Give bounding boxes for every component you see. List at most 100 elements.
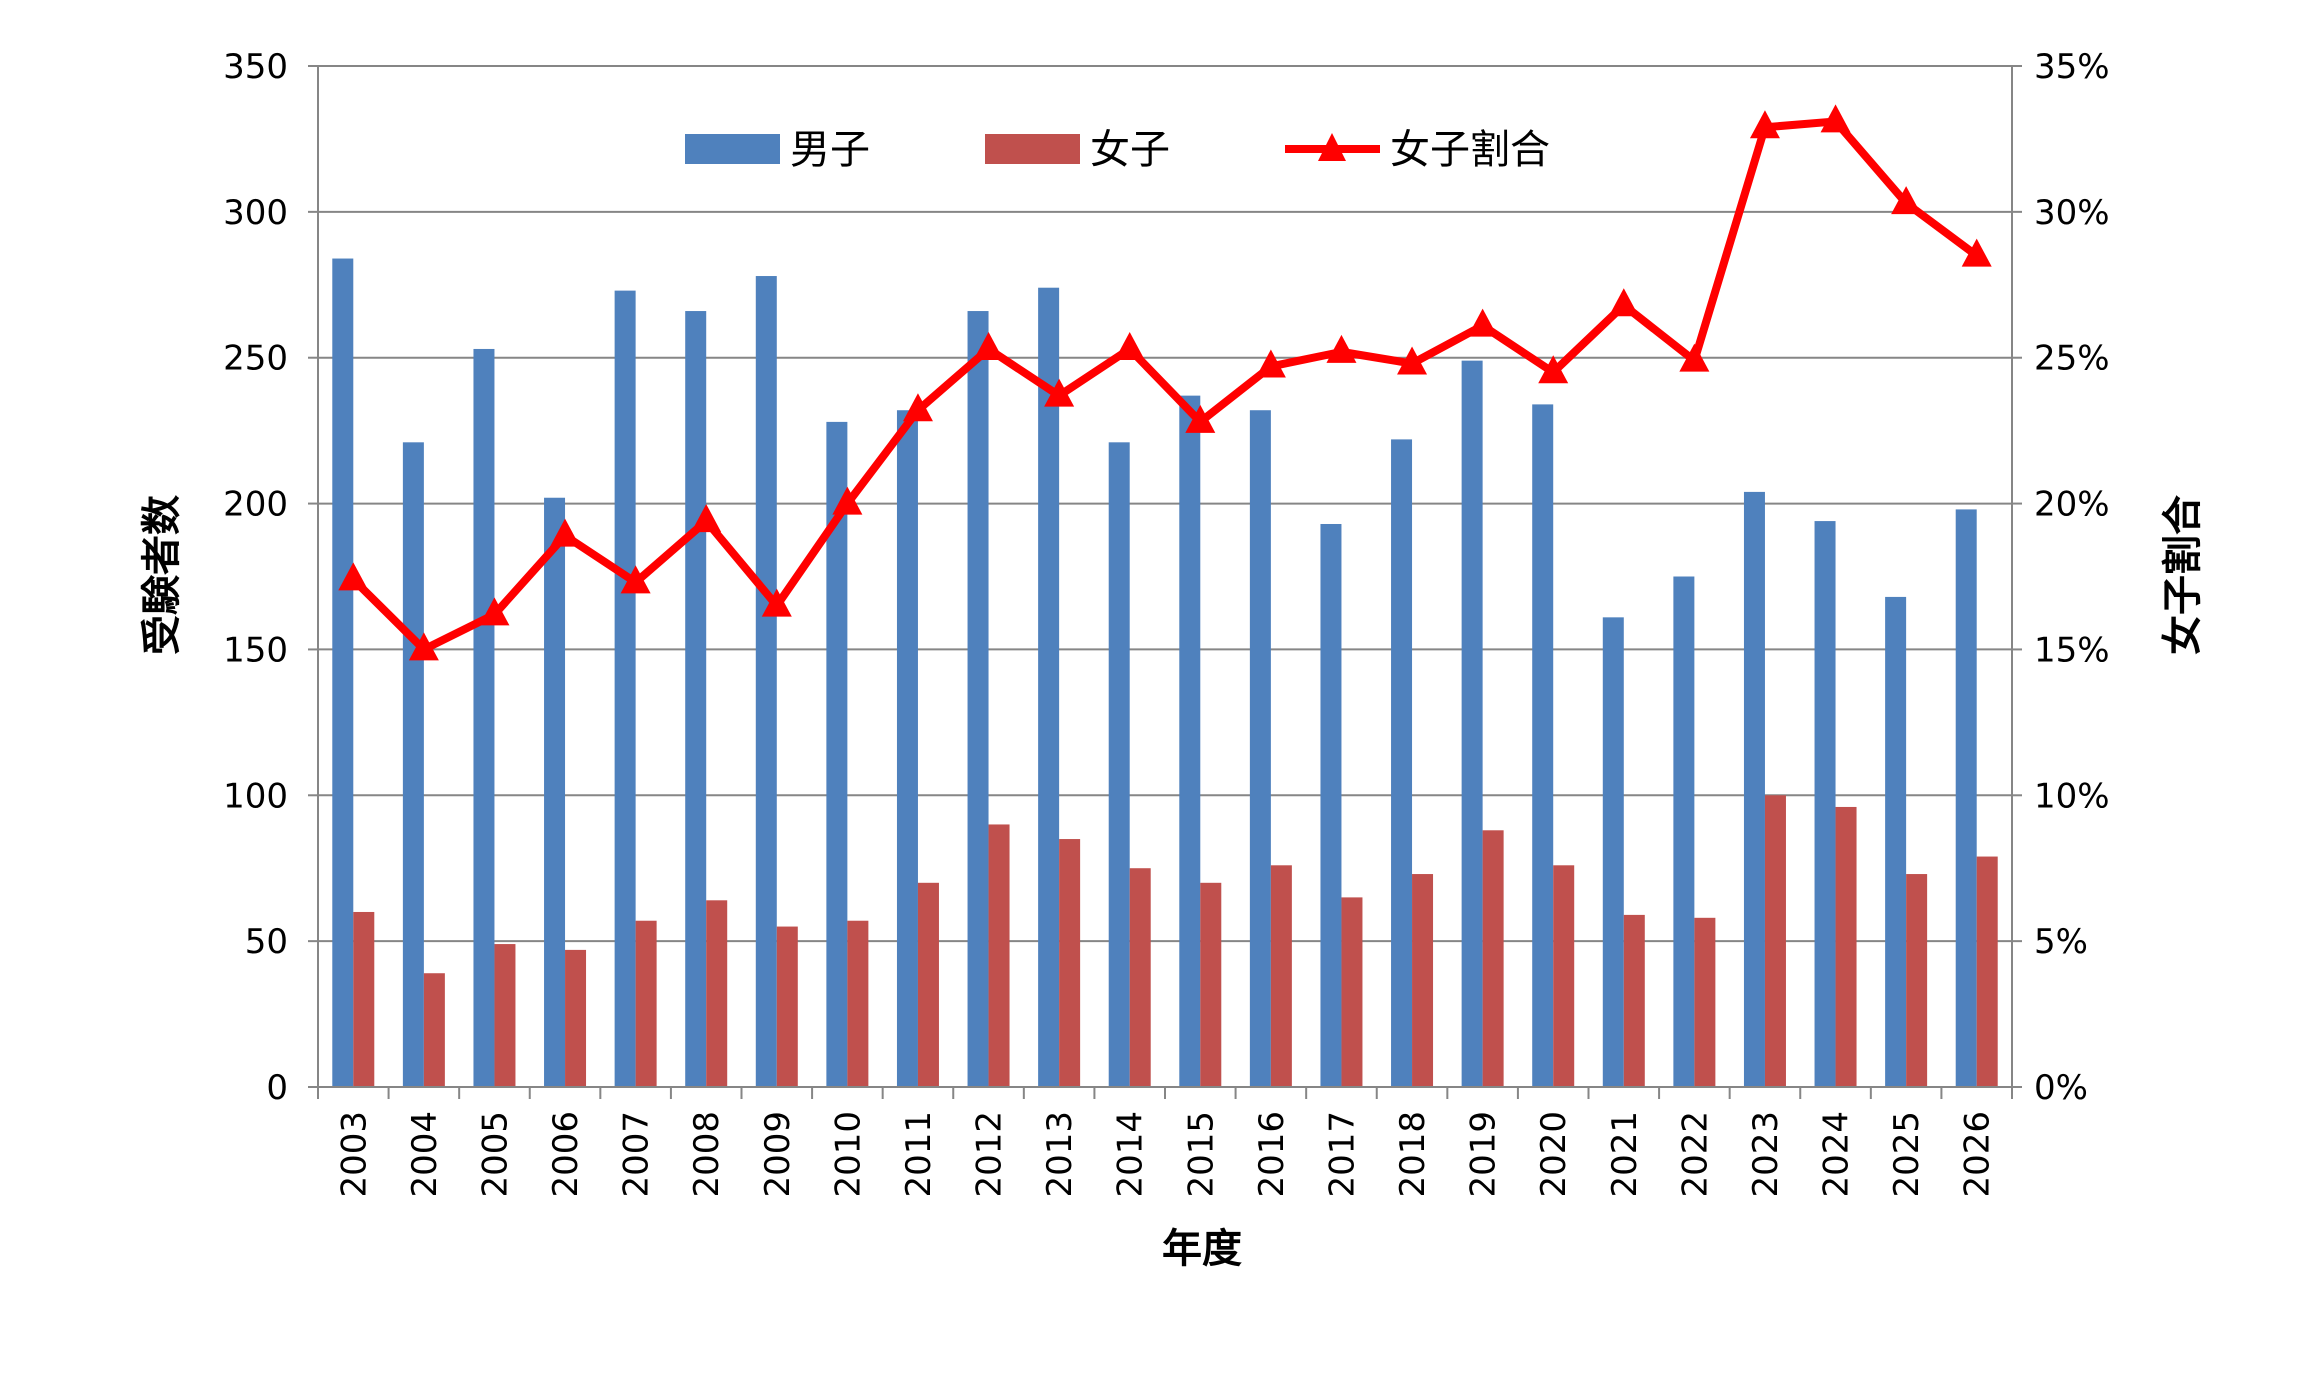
x-tick-label-2007: 2007 <box>617 1111 657 1198</box>
x-tick-label-2013: 2013 <box>1040 1111 1080 1198</box>
bar-female-2025 <box>1906 874 1928 1087</box>
bar-female-2007 <box>635 920 657 1087</box>
bar-male-2019 <box>1461 360 1483 1087</box>
x-tick-label-2024: 2024 <box>1817 1111 1857 1198</box>
bar-female-2019 <box>1482 830 1504 1087</box>
bar-male-2021 <box>1602 617 1624 1087</box>
ratio-point-2023 <box>1749 110 1780 139</box>
x-tick-label-2023: 2023 <box>1746 1111 1786 1198</box>
x-tick-label-2009: 2009 <box>758 1111 798 1198</box>
ratio-point-2015 <box>1185 404 1216 433</box>
bar-male-2009 <box>755 276 777 1087</box>
ratio-point-2006 <box>550 518 581 547</box>
ratio-point-2020 <box>1538 355 1569 384</box>
y2-tick-label: 0% <box>2034 1068 2088 1108</box>
bar-female-2023 <box>1764 795 1786 1087</box>
ratio-point-2016 <box>1255 349 1286 378</box>
legend-label-male: 男子 <box>790 127 870 173</box>
bar-male-2003 <box>332 258 354 1087</box>
x-tick-label-2019: 2019 <box>1464 1111 1504 1198</box>
bar-male-2018 <box>1391 439 1413 1087</box>
bar-female-2015 <box>1200 882 1222 1087</box>
bar-female-2016 <box>1270 865 1292 1087</box>
x-tick-label-2006: 2006 <box>546 1111 586 1198</box>
legend-label-ratio: 女子割合 <box>1390 127 1550 173</box>
y-tick-label: 100 <box>223 776 288 816</box>
x-tick-label-2003: 2003 <box>334 1111 374 1198</box>
bar-female-2004 <box>423 973 445 1087</box>
y2-tick-label: 35% <box>2034 47 2110 87</box>
legend-swatch-male <box>685 134 780 164</box>
legend-label-female: 女子 <box>1090 127 1170 173</box>
y2-tick-label: 20% <box>2034 485 2110 525</box>
bar-female-2026 <box>1976 856 1998 1087</box>
legend: 男子 女子 女子割合 <box>685 127 1550 173</box>
bar-male-2012 <box>967 311 989 1087</box>
ratio-point-2012 <box>973 331 1004 360</box>
bar-male-2022 <box>1673 576 1695 1087</box>
bar-female-2022 <box>1694 917 1716 1087</box>
y-tick-label: 150 <box>223 630 288 670</box>
bar-female-2011 <box>917 882 939 1087</box>
gridlines <box>318 65 2012 943</box>
bar-female-2003 <box>353 911 375 1087</box>
bar-female-2009 <box>776 926 798 1087</box>
bar-male-2004 <box>402 442 424 1088</box>
bar-female-2024 <box>1835 806 1857 1087</box>
ratio-point-2022 <box>1679 343 1710 372</box>
bar-female-2005 <box>494 944 516 1087</box>
ratio-point-2013 <box>1044 378 1075 407</box>
bars <box>332 258 1998 1088</box>
y-tick-label: 250 <box>223 339 288 379</box>
legend-swatch-ratio-marker <box>1318 133 1346 161</box>
ratio-point-2021 <box>1608 288 1639 317</box>
bar-female-2008 <box>706 900 728 1087</box>
ratio-point-2026 <box>1961 238 1992 267</box>
bar-male-2015 <box>1179 395 1201 1087</box>
bar-male-2025 <box>1885 596 1907 1087</box>
x-tick-label-2011: 2011 <box>899 1111 939 1198</box>
bar-female-2018 <box>1412 874 1434 1087</box>
bar-female-2006 <box>565 949 587 1087</box>
bar-male-2011 <box>896 410 918 1087</box>
bar-male-2010 <box>826 421 848 1087</box>
ratio-line-path <box>350 117 1980 654</box>
ratio-point-2014 <box>1114 331 1145 360</box>
ratio-point-2019 <box>1467 308 1498 337</box>
legend-swatch-female <box>985 134 1080 164</box>
bar-male-2024 <box>1814 521 1836 1087</box>
bar-female-2014 <box>1129 868 1151 1087</box>
y2-tick-label: 15% <box>2034 630 2110 670</box>
bar-male-2005 <box>473 348 495 1087</box>
ratio-line <box>338 104 1992 661</box>
x-tick-label-2012: 2012 <box>970 1111 1010 1198</box>
x-tick-label-2015: 2015 <box>1181 1111 1221 1198</box>
x-tick-label-2010: 2010 <box>828 1111 868 1198</box>
y2-tick-label: 5% <box>2034 922 2088 962</box>
bar-male-2020 <box>1532 404 1554 1088</box>
bar-male-2006 <box>544 497 566 1087</box>
ratio-point-2005 <box>479 597 510 626</box>
x-tick-label-2018: 2018 <box>1393 1111 1433 1198</box>
ratio-point-2010 <box>832 486 863 515</box>
x-axis-ticks: 2003 2004 2005 2006 2007 2008 2009 2010 2011 2012… <box>317 1087 2013 1198</box>
y-tick-label: 0 <box>266 1068 288 1108</box>
bar-male-2026 <box>1955 509 1977 1087</box>
bar-female-2021 <box>1623 914 1645 1087</box>
y-tick-label: 350 <box>223 47 288 87</box>
x-axis-title: 年度 <box>1162 1226 1242 1272</box>
bar-male-2014 <box>1108 442 1130 1088</box>
x-tick-label-2021: 2021 <box>1605 1111 1645 1198</box>
ratio-point-2007 <box>620 565 651 594</box>
x-tick-label-2014: 2014 <box>1111 1111 1151 1198</box>
bar-male-2008 <box>685 311 707 1087</box>
y-tick-label: 50 <box>245 922 288 962</box>
bar-male-2023 <box>1743 491 1765 1088</box>
y-axis-title: 受験者数 <box>139 495 185 655</box>
y2-axis-ticks: 0% 5% 10% 15% 20% 25% 30% 35% <box>2012 47 2110 1108</box>
y-tick-label: 200 <box>223 485 288 525</box>
y2-tick-label: 10% <box>2034 776 2110 816</box>
ratio-point-2011 <box>902 393 933 422</box>
x-tick-label-2026: 2026 <box>1958 1111 1998 1198</box>
